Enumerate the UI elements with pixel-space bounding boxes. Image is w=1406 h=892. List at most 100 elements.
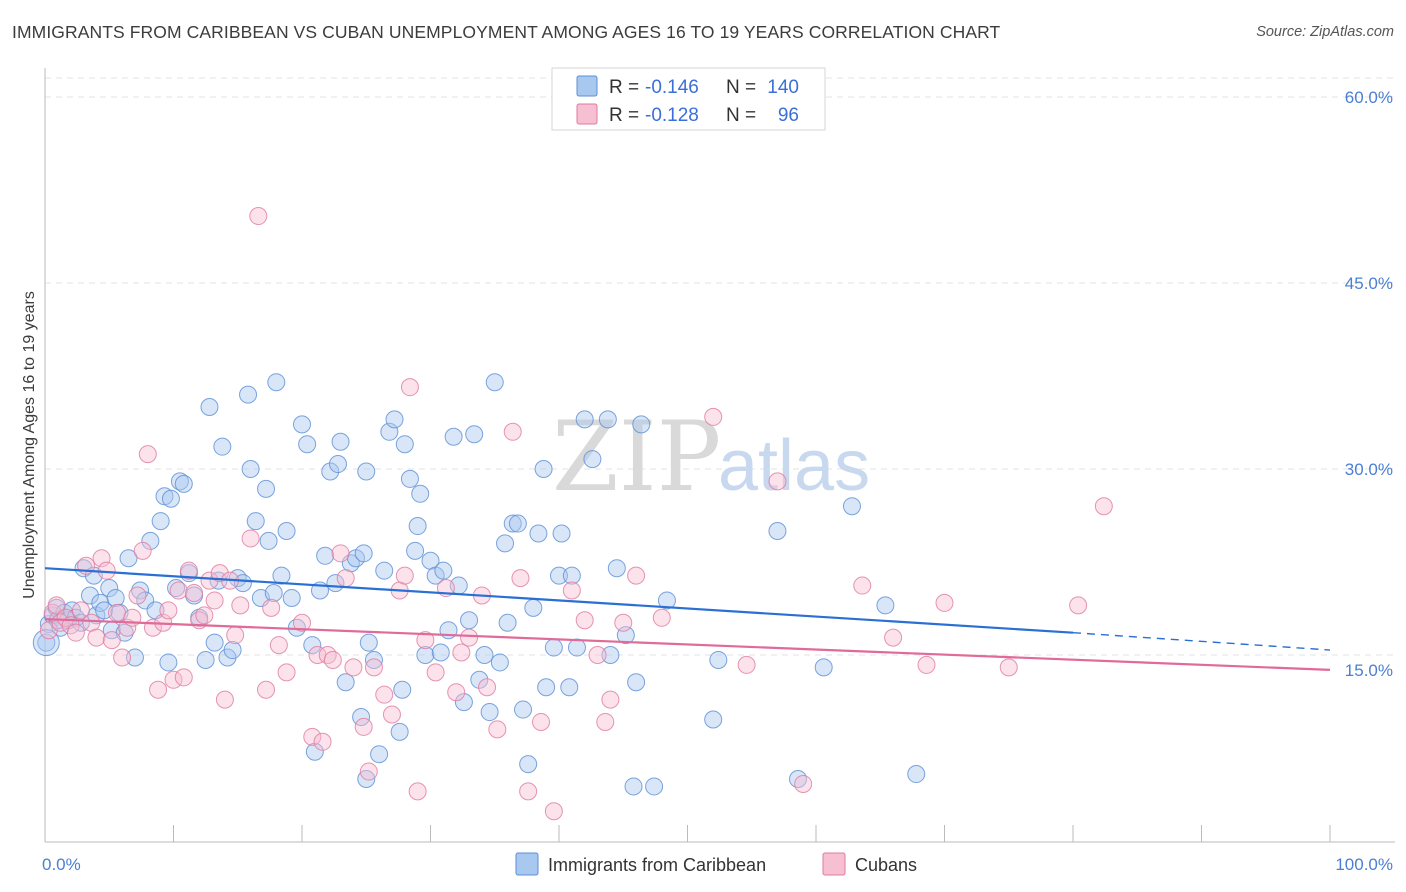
scatter-point: [884, 628, 903, 647]
scatter-point: [480, 703, 499, 722]
scatter-point: [215, 690, 234, 709]
scatter-point: [293, 415, 311, 434]
bottom-legend-label-pink: Cubans: [855, 855, 917, 875]
scatter-point: [575, 410, 594, 429]
legend-swatch-blue: [576, 75, 598, 97]
scatter-point: [200, 398, 219, 416]
scatter-point: [80, 586, 99, 605]
scatter-point: [382, 705, 401, 724]
legend-n-value-blue: 140: [767, 77, 799, 98]
scatter-point: [318, 646, 337, 664]
scatter-point: [562, 566, 581, 585]
scatter-point: [159, 601, 178, 620]
trend-line-pink: [44, 617, 1331, 671]
scatter-point: [257, 680, 276, 699]
scatter-point: [71, 601, 90, 620]
scatter-point: [138, 445, 157, 464]
chart-source: Source: ZipAtlas.com: [1256, 24, 1394, 40]
scatter-point: [598, 410, 617, 429]
scatter-point: [485, 373, 504, 392]
scatter-point: [511, 569, 530, 588]
scatter-point: [205, 591, 224, 610]
scatter-point: [241, 529, 260, 548]
scatter-point: [195, 606, 214, 625]
scatter-point: [935, 593, 954, 612]
scatter-point: [344, 658, 363, 677]
scatter-point: [303, 727, 322, 746]
scatter-point: [431, 643, 450, 662]
x-tick-label: 0.0%: [42, 855, 81, 874]
scatter-point: [359, 762, 378, 781]
scatter-point: [293, 613, 311, 632]
scatter-point: [917, 655, 936, 674]
scatter-point: [704, 407, 723, 426]
scatter-point: [478, 678, 497, 697]
scatter-point: [316, 546, 335, 565]
scatter-point: [395, 566, 414, 585]
scatter-point: [249, 207, 268, 226]
scatter-point: [167, 579, 186, 598]
scatter-point: [645, 777, 664, 796]
scatter-point: [470, 670, 489, 689]
x-tick-labels: 0.0% 100.0%: [42, 855, 1393, 874]
scatter-point: [213, 437, 232, 456]
scatter-point: [514, 700, 533, 719]
chart-title: IMMIGRANTS FROM CARIBBEAN VS CUBAN UNEMP…: [12, 22, 1001, 42]
watermark-atlas: atlas: [718, 426, 870, 506]
axes: [44, 68, 1395, 843]
legend-r-value-pink: -0.128: [645, 105, 699, 126]
scatter-point: [452, 643, 471, 662]
scatter-point: [434, 561, 453, 580]
gridlines: [45, 77, 1395, 656]
y-axis-title: Unemployment Among Ages 16 to 19 years: [21, 291, 38, 599]
scatter-point: [503, 422, 522, 441]
scatter-point: [496, 534, 515, 553]
scatter-point: [490, 653, 509, 672]
scatter-point: [498, 613, 517, 632]
scatter-point: [328, 455, 347, 474]
scatter-point: [465, 425, 484, 444]
scatter-point: [400, 378, 419, 397]
scatter-point: [408, 782, 427, 801]
scatter-point: [267, 373, 286, 392]
scatter-point: [141, 531, 160, 550]
scatter-point: [241, 460, 260, 478]
scatter-point: [842, 497, 861, 516]
scatter-point: [323, 650, 342, 669]
scatter-point: [174, 668, 193, 687]
scatter-point: [907, 765, 926, 784]
scatter-point: [239, 385, 258, 404]
scatter-point: [768, 472, 787, 491]
scatter-point: [277, 663, 296, 682]
scatter-point: [444, 427, 463, 446]
watermark-zip: ZIP: [552, 401, 721, 513]
scatter-point: [454, 693, 473, 712]
scatter-point: [601, 690, 620, 709]
scatter-point: [174, 474, 193, 493]
scatter-point: [395, 435, 414, 454]
scatter-point: [475, 646, 494, 664]
scatter-point: [375, 561, 394, 580]
scatter-point: [607, 559, 626, 578]
x-tick-label: 100.0%: [1335, 855, 1393, 874]
scatter-point: [393, 680, 412, 699]
scatter-point: [385, 410, 404, 429]
bottom-legend-swatch-blue: [515, 852, 539, 876]
scatter-point: [100, 579, 119, 598]
scatter-point: [262, 598, 281, 617]
bottom-legend-swatch-pink: [822, 852, 846, 876]
scatter-point: [400, 469, 419, 488]
scatter-point: [508, 514, 527, 533]
scatter-point: [303, 636, 322, 655]
scatter-point: [331, 432, 350, 451]
scatter-point: [106, 588, 125, 607]
legend-r-label-pink: R =: [609, 105, 639, 126]
scatter-point: [210, 564, 229, 583]
scatter-point: [544, 638, 563, 657]
scatter-point: [532, 712, 551, 731]
scatter-point: [131, 581, 150, 600]
scatter-point: [107, 603, 126, 622]
scatter-point: [119, 549, 138, 568]
scatter-point: [298, 435, 317, 454]
scatter-point: [364, 658, 383, 677]
